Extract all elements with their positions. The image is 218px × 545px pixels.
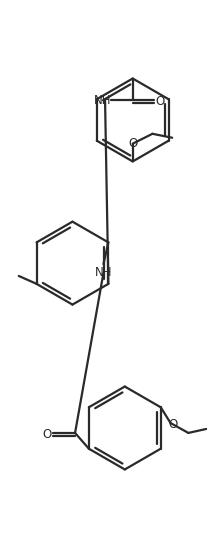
Text: O: O xyxy=(43,428,52,441)
Text: NH: NH xyxy=(95,267,112,280)
Text: NH: NH xyxy=(94,94,112,107)
Text: O: O xyxy=(128,137,137,150)
Text: O: O xyxy=(156,95,165,108)
Text: O: O xyxy=(168,417,177,431)
